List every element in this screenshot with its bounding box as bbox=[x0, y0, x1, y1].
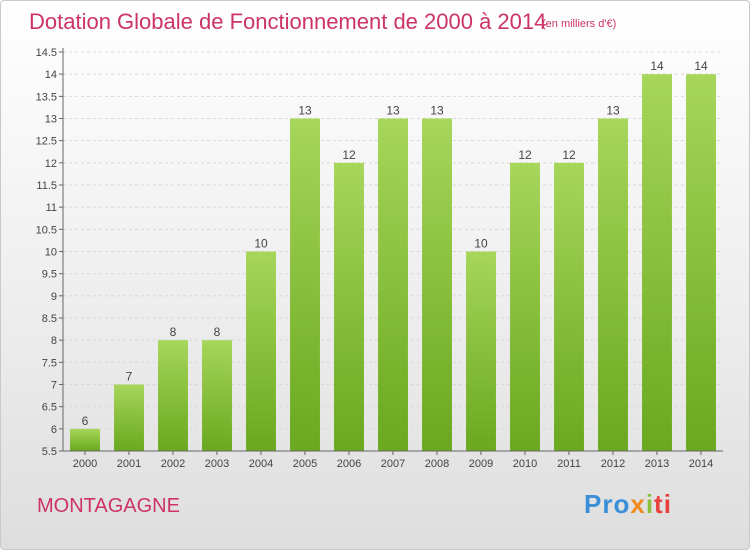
value-label-2012: 13 bbox=[606, 104, 620, 118]
value-label-2008: 13 bbox=[430, 104, 444, 118]
bar-2009 bbox=[466, 251, 496, 451]
bar-2004 bbox=[246, 251, 276, 451]
value-label-2014: 14 bbox=[694, 59, 708, 73]
bar-2002 bbox=[158, 340, 188, 451]
x-tick-label-2004: 2004 bbox=[249, 458, 273, 470]
x-tick-label-2008: 2008 bbox=[425, 458, 449, 470]
y-tick-label: 9 bbox=[51, 291, 57, 303]
y-tick-label: 9.5 bbox=[42, 269, 57, 281]
proxiti-logo[interactable]: Proxiti bbox=[584, 489, 672, 519]
value-label-2005: 13 bbox=[298, 104, 312, 118]
value-label-2006: 12 bbox=[342, 148, 356, 162]
value-label-2001: 7 bbox=[126, 370, 133, 384]
value-label-2002: 8 bbox=[170, 325, 177, 339]
chart-unit-label: (en milliers d'€) bbox=[542, 18, 617, 30]
bar-2013 bbox=[642, 74, 672, 452]
x-tick-label-2002: 2002 bbox=[161, 458, 185, 470]
bar-2003 bbox=[202, 340, 232, 451]
bar-2011 bbox=[554, 162, 584, 452]
y-tick-label: 12.5 bbox=[36, 136, 57, 148]
commune-name: MONTAGAGNE bbox=[37, 495, 180, 517]
x-tick-label-2001: 2001 bbox=[117, 458, 141, 470]
y-tick-label: 5.5 bbox=[42, 446, 57, 458]
y-tick-label: 7 bbox=[51, 380, 57, 392]
y-tick-label: 12 bbox=[45, 158, 57, 170]
x-tick-label-2012: 2012 bbox=[601, 458, 625, 470]
x-tick-label-2013: 2013 bbox=[645, 458, 669, 470]
y-tick-label: 6 bbox=[51, 424, 57, 436]
x-tick-label-2009: 2009 bbox=[469, 458, 493, 470]
axes bbox=[59, 48, 723, 455]
y-tick-label: 8.5 bbox=[42, 313, 57, 325]
y-tick-label: 10 bbox=[45, 247, 57, 259]
x-tick-label-2010: 2010 bbox=[513, 458, 537, 470]
bar-2006 bbox=[334, 162, 364, 452]
labels: 5.5 6 6.5 7 7.5 8 8.5 9 9.5 10 10.5 11 11.5 12 12.5 13 1… bbox=[36, 47, 714, 470]
x-tick-label-2006: 2006 bbox=[337, 458, 361, 470]
x-tick-label-2000: 2000 bbox=[73, 458, 97, 470]
bar-2008 bbox=[422, 118, 452, 451]
value-label-2003: 8 bbox=[214, 325, 221, 339]
y-tick-label: 14 bbox=[45, 69, 57, 81]
y-tick-label: 11.5 bbox=[36, 180, 57, 192]
value-label-2007: 13 bbox=[386, 104, 400, 118]
y-tick-label: 8 bbox=[51, 335, 57, 347]
x-tick-label-2011: 2011 bbox=[557, 458, 581, 470]
value-label-2013: 14 bbox=[650, 59, 664, 73]
x-tick-label-2003: 2003 bbox=[205, 458, 229, 470]
x-tick-label-2007: 2007 bbox=[381, 458, 405, 470]
y-tick-label: 6.5 bbox=[42, 402, 57, 414]
value-label-2011: 12 bbox=[562, 148, 576, 162]
value-label-2010: 12 bbox=[518, 148, 532, 162]
value-label-2000: 6 bbox=[82, 414, 89, 428]
chart-title: Dotation Globale de Fonctionnement de 20… bbox=[29, 9, 547, 34]
y-tick-label: 13.5 bbox=[36, 91, 57, 103]
value-label-2009: 10 bbox=[474, 237, 488, 251]
y-tick-label: 10.5 bbox=[36, 224, 57, 236]
bar-2001 bbox=[114, 384, 144, 451]
y-tick-label: 14.5 bbox=[36, 47, 57, 59]
bars bbox=[70, 74, 716, 452]
bar-2005 bbox=[290, 118, 320, 451]
x-tick-label-2014: 2014 bbox=[689, 458, 713, 470]
bar-2000 bbox=[70, 428, 100, 451]
y-tick-label: 11 bbox=[46, 202, 57, 214]
x-tick-label-2005: 2005 bbox=[293, 458, 317, 470]
y-tick-label: 13 bbox=[45, 114, 57, 126]
y-tick-label: 7.5 bbox=[42, 357, 57, 369]
bar-2012 bbox=[598, 118, 628, 451]
value-label-2004: 10 bbox=[254, 237, 268, 251]
bar-2010 bbox=[510, 162, 540, 452]
bar-2007 bbox=[378, 118, 408, 451]
bar-2014 bbox=[686, 74, 716, 452]
